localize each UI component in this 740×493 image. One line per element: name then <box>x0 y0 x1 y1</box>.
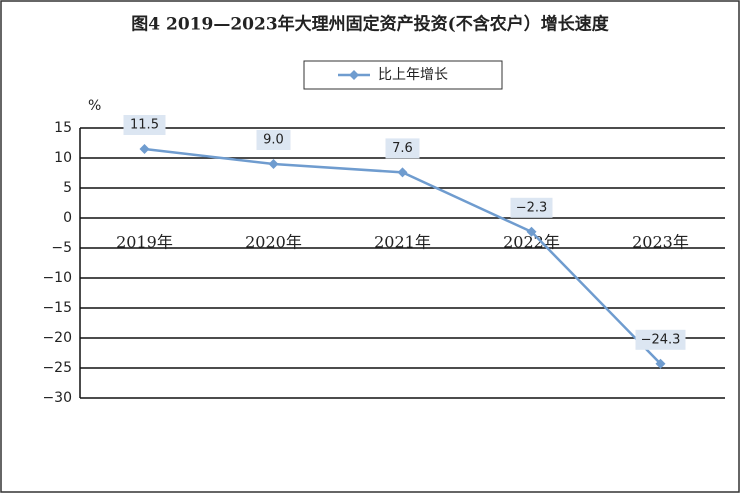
legend-label: 比上年增长 <box>378 67 448 83</box>
legend-marker <box>349 70 359 80</box>
marker <box>397 167 408 178</box>
x-tick-label: 2019年 <box>116 233 173 252</box>
value-label: −24.3 <box>641 332 681 347</box>
y-tick-label: −15 <box>42 300 72 316</box>
chart-title: 图4 2019—2023年大理州固定资产投资(不含农户）增长速度 <box>131 14 609 35</box>
marker <box>268 159 279 169</box>
y-tick-label: −10 <box>42 270 72 286</box>
value-label: 11.5 <box>130 118 159 133</box>
line <box>144 147 662 365</box>
x-tick-label: 2023年 <box>632 233 689 252</box>
y-tick-label: 0 <box>63 210 72 226</box>
value-label-bg <box>385 138 420 159</box>
value-label-bg <box>123 115 166 135</box>
x-tick-label: 2021年 <box>374 233 431 252</box>
value-label-bg <box>510 197 553 218</box>
y-tick-label: −20 <box>42 330 72 346</box>
y-tick-label: −25 <box>42 360 72 376</box>
y-tick-label: 15 <box>54 120 72 136</box>
y-tick-label: 5 <box>63 180 72 196</box>
y-axis-label: % <box>88 98 101 114</box>
y-tick-label: −30 <box>42 390 72 406</box>
value-label: 7.6 <box>392 141 413 156</box>
y-tick-label: −5 <box>51 240 72 256</box>
value-label-bg <box>256 130 291 150</box>
y-tick-label: 10 <box>54 150 72 166</box>
legend-box <box>303 60 503 90</box>
marker <box>526 226 537 237</box>
x-tick-label: 2020年 <box>245 233 302 252</box>
marker <box>655 358 666 369</box>
marker <box>139 144 150 154</box>
value-label: −2.3 <box>516 200 548 215</box>
value-label-bg <box>635 329 686 350</box>
value-label: 9.0 <box>263 133 284 148</box>
